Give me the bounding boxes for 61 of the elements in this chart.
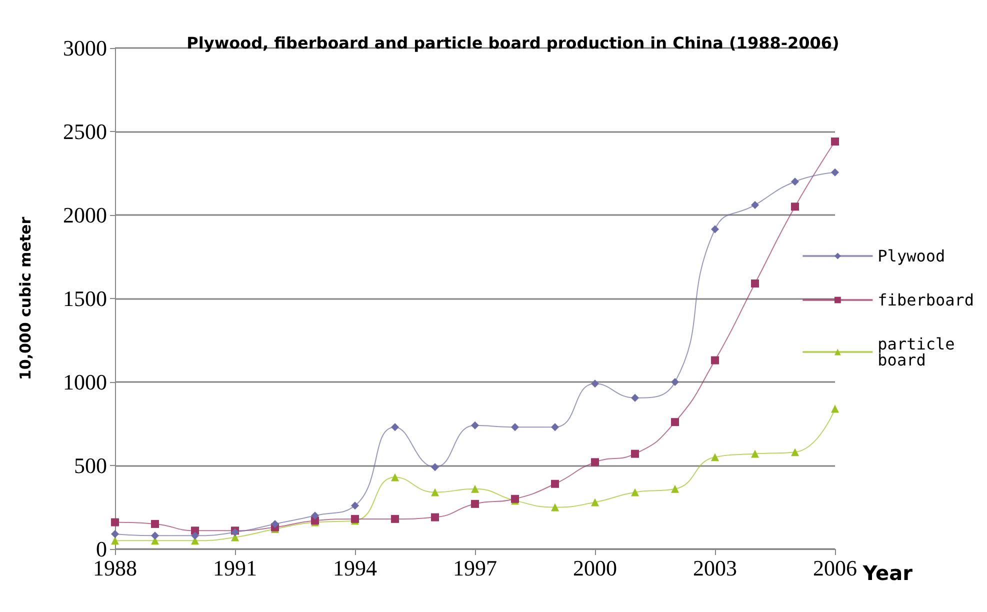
y-tick-label: 2500 [63, 119, 107, 144]
y-tick-label: 1000 [63, 370, 107, 394]
point [511, 423, 519, 432]
legend-label: particle board [878, 334, 964, 370]
point [391, 423, 399, 432]
point [151, 532, 159, 540]
point [751, 279, 759, 288]
point [311, 512, 319, 520]
point [431, 488, 439, 496]
x-tick-label: 2003 [693, 556, 737, 580]
x-tick-label: 2006 [813, 556, 857, 580]
x-tick-label: 1994 [333, 556, 377, 580]
point [271, 520, 279, 528]
point [791, 202, 799, 211]
x-tick-label: 2000 [573, 556, 617, 580]
point [791, 178, 799, 186]
x-axis-title: Year [862, 561, 913, 585]
point [391, 473, 399, 482]
point [751, 200, 759, 209]
point [671, 378, 679, 386]
point [671, 484, 679, 493]
point [111, 518, 119, 526]
point [151, 520, 159, 528]
point [631, 450, 639, 458]
point [791, 448, 799, 456]
point [431, 463, 439, 472]
point [671, 418, 679, 426]
x-tick-label: 1997 [453, 556, 497, 580]
y-tick-label: 500 [74, 453, 107, 478]
point [191, 532, 199, 540]
point [631, 488, 639, 496]
point [471, 421, 479, 430]
point [831, 404, 839, 413]
point [471, 500, 479, 508]
point [711, 225, 719, 234]
point [831, 168, 839, 176]
point [751, 450, 759, 458]
point [711, 356, 719, 364]
point [391, 514, 399, 523]
point [471, 484, 479, 493]
point [551, 480, 559, 488]
point [551, 423, 559, 432]
point [711, 453, 719, 462]
chart-title: Plywood, fiberboard and particle board production in China (1988-2006) [186, 34, 840, 52]
point [831, 138, 839, 146]
y-tick-label: 2000 [63, 202, 107, 228]
point [111, 530, 119, 538]
point [551, 503, 559, 512]
point [591, 458, 599, 466]
point [351, 502, 359, 510]
legend-label: fiberboard [878, 290, 974, 310]
point [431, 513, 439, 522]
point [591, 498, 599, 506]
y-tick-label: 3000 [63, 36, 107, 60]
point [591, 380, 599, 388]
point [111, 536, 119, 545]
point [631, 394, 639, 402]
y-tick-label: 1500 [63, 286, 107, 311]
x-tick-label: 1991 [213, 556, 257, 580]
y-axis-title: 10,000 cubic meter [16, 216, 34, 380]
legend-label: Plywood [878, 246, 946, 266]
